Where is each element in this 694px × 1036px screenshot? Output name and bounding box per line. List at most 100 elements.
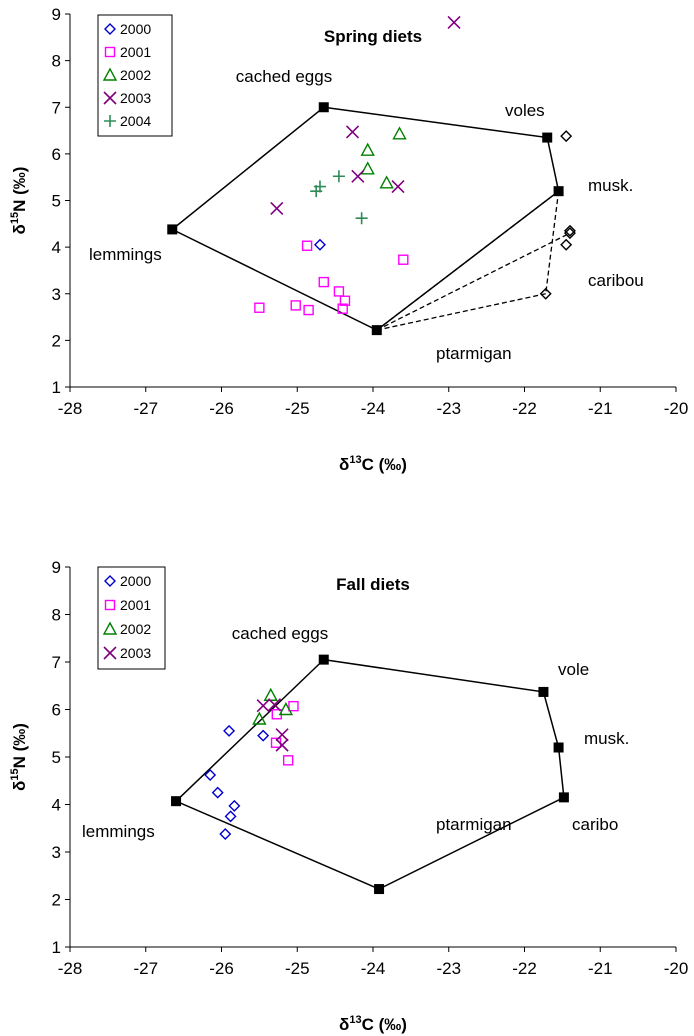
data-point-2001 <box>303 304 314 316</box>
legend-label: 2003 <box>120 90 151 106</box>
source-polygon <box>174 658 565 890</box>
data-point-2001 <box>333 286 345 297</box>
source-alt-diamond <box>560 238 573 251</box>
y-tick-label: 1 <box>52 378 61 397</box>
source-label: caribo <box>572 815 618 834</box>
mixing-line-dashed <box>376 293 546 331</box>
mixing-line-dashed <box>376 190 559 331</box>
source-label: caribou <box>588 271 644 290</box>
chart-title: Fall diets <box>336 575 410 594</box>
source-label: ptarmigan <box>436 344 512 363</box>
source-label: voles <box>505 101 545 120</box>
legend-marker <box>104 575 116 587</box>
legend-label: 2000 <box>120 573 151 589</box>
mixing-line-dashed <box>545 191 560 294</box>
data-point-2003 <box>345 125 360 139</box>
y-tick-label: 2 <box>52 331 61 350</box>
source-marker <box>171 796 182 807</box>
x-tick-label: -26 <box>209 399 234 418</box>
y-tick-label: 4 <box>52 238 61 257</box>
y-tick-label: 6 <box>52 145 61 164</box>
y-tick-label: 7 <box>52 653 61 672</box>
y-axis-title: δ15N (‰) <box>9 167 29 235</box>
data-point-2003 <box>256 699 270 713</box>
y-tick-label: 3 <box>52 843 61 862</box>
data-point-2001 <box>282 755 294 766</box>
source-marker <box>371 325 382 336</box>
y-tick-label: 5 <box>52 748 61 767</box>
data-point-2003 <box>351 169 365 183</box>
legend-label: 2000 <box>120 21 151 37</box>
x-tick-label: -24 <box>361 959 386 978</box>
data-point-2003 <box>275 738 289 752</box>
source-marker <box>542 132 553 143</box>
data-point-2004 <box>332 170 345 183</box>
x-axis-title: δ13C (‰) <box>339 1014 407 1034</box>
y-tick-label: 1 <box>52 938 61 957</box>
data-point-2003 <box>270 201 284 215</box>
data-point-2002 <box>252 711 267 725</box>
x-tick-label: -22 <box>512 959 537 978</box>
data-point-2004 <box>355 212 368 225</box>
x-tick-label: -23 <box>436 399 461 418</box>
data-point-2002 <box>278 702 294 716</box>
legend-marker <box>104 46 116 58</box>
y-tick-label: 9 <box>52 5 61 24</box>
data-point-2000 <box>257 729 270 742</box>
source-label: ptarmigan <box>436 815 512 834</box>
data-point-2003 <box>275 728 289 742</box>
data-point-2003 <box>447 15 461 29</box>
legend-label: 2001 <box>120 44 151 60</box>
chart-2: 1 2 3 4 5 6 7 8 9 -28 -27 -26 -25 -24 -23 -22 -21 -20 δ13C… <box>9 558 688 1034</box>
data-point-2003 <box>391 179 405 194</box>
x-tick-label: -21 <box>588 399 613 418</box>
source-marker <box>167 224 178 235</box>
data-point-2002 <box>360 142 375 156</box>
legend-marker <box>103 646 117 660</box>
legend-marker <box>102 67 118 81</box>
x-tick-label: -25 <box>285 399 310 418</box>
source-label: musk. <box>588 176 633 195</box>
source-marker <box>553 742 564 753</box>
y-tick-label: 2 <box>52 891 61 910</box>
data-point-2000 <box>204 769 217 782</box>
data-point-2001 <box>301 240 313 251</box>
y-tick-label: 6 <box>52 701 61 720</box>
data-point-2000 <box>219 827 232 840</box>
x-tick-label: -20 <box>664 959 689 978</box>
data-point-2001 <box>254 302 265 313</box>
data-point-2001 <box>318 276 329 288</box>
y-tick-label: 8 <box>52 52 61 71</box>
legend-marker <box>104 599 116 611</box>
chart-1: 1 2 3 4 5 6 7 8 9 -28 -27 -26 -25 -24 -23 -22 -21 -20 δ13C… <box>9 5 688 474</box>
data-point-2002 <box>360 161 375 175</box>
data-point-2001 <box>290 300 301 311</box>
x-tick-label: -27 <box>133 959 158 978</box>
x-axis-title: δ13C (‰) <box>339 454 407 474</box>
source-marker <box>374 884 385 895</box>
data-point-2000 <box>211 786 224 799</box>
x-tick-label: -20 <box>664 399 689 418</box>
legend-label: 2004 <box>120 113 151 129</box>
source-alt-diamond <box>560 130 573 143</box>
x-tick-label: -24 <box>361 399 386 418</box>
source-marker <box>318 102 329 113</box>
legend-marker <box>103 91 117 105</box>
data-point-2000 <box>313 238 326 251</box>
legend: 2000 2001 2002 2003 2004 <box>97 14 173 137</box>
legend-marker <box>104 115 116 127</box>
mixing-line-dashed <box>376 232 571 331</box>
source-marker <box>553 186 564 197</box>
y-tick-label: 5 <box>52 192 61 211</box>
chart-title: Spring diets <box>324 27 422 46</box>
data-point-2001 <box>288 700 299 712</box>
y-tick-label: 7 <box>52 98 61 117</box>
data-point-2000 <box>224 810 237 823</box>
data-point-2003 <box>267 698 282 712</box>
x-tick-label: -27 <box>133 399 158 418</box>
legend-label: 2002 <box>120 67 151 83</box>
source-label: lemmings <box>89 245 162 264</box>
legend-label: 2003 <box>120 645 151 661</box>
x-tick-label: -22 <box>512 399 537 418</box>
